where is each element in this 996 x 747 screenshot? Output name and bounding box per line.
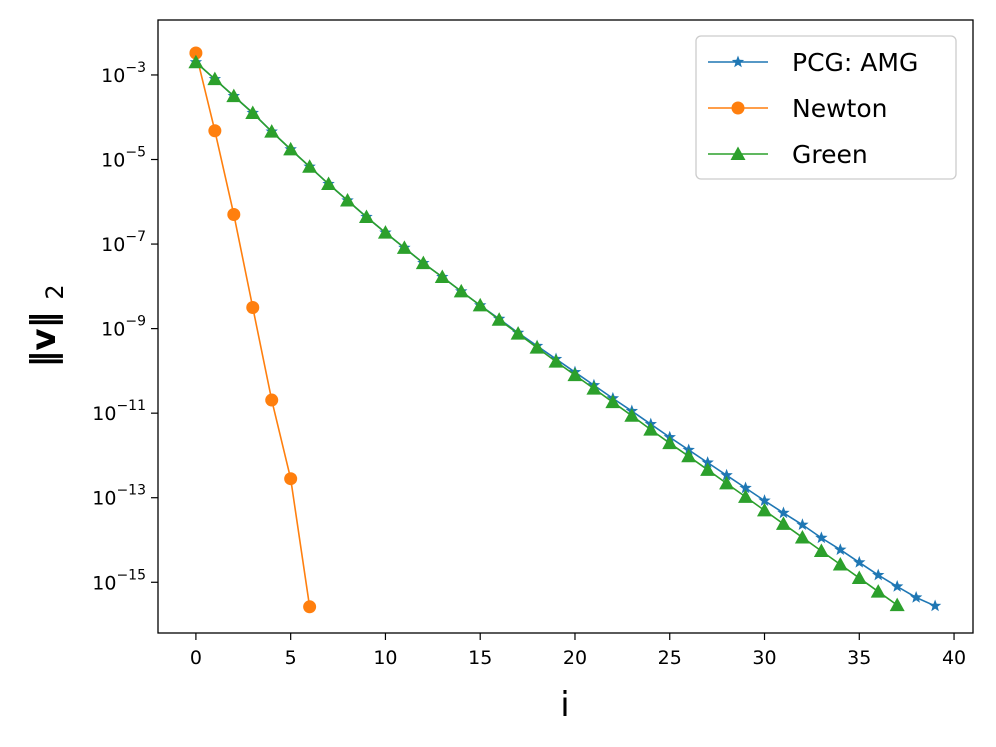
data-point	[283, 141, 299, 156]
data-point	[719, 475, 735, 490]
legend-marker	[731, 55, 745, 68]
data-point	[245, 105, 261, 120]
data-point	[870, 584, 886, 598]
data-point	[377, 225, 393, 239]
data-point	[302, 159, 318, 173]
data-point	[265, 393, 279, 407]
data-point	[853, 555, 866, 568]
y-axis-label: ‖v‖ 2	[24, 284, 69, 367]
plot-frame	[157, 19, 974, 634]
x-axis-ticks: 0 5 10 15 20 25 30 35 40	[190, 633, 966, 669]
y-tick-label: 10−7	[101, 229, 146, 256]
legend-entry: Newton	[708, 94, 887, 123]
y-axis-label-main: ‖v‖	[24, 311, 64, 367]
x-tick-label: 25	[658, 647, 682, 669]
legend-box	[695, 35, 957, 180]
data-point	[720, 468, 733, 481]
data-point	[567, 367, 583, 382]
data-point	[757, 502, 773, 517]
data-point	[796, 518, 809, 531]
y-tick-label: 10−9	[101, 314, 146, 341]
data-point	[340, 193, 356, 207]
data-point	[472, 297, 488, 312]
data-point	[303, 600, 317, 614]
data-point	[207, 71, 223, 86]
data-point	[491, 312, 507, 326]
y-tick-label: 10−11	[92, 398, 146, 425]
data-point	[605, 394, 621, 409]
data-point	[188, 54, 204, 69]
data-point	[529, 340, 545, 354]
y-tick-label: 10−15	[92, 567, 146, 594]
data-point	[586, 381, 602, 395]
legend: PCG: AMG Newton Green	[695, 35, 957, 180]
data-point	[739, 481, 752, 494]
data-point	[813, 543, 829, 557]
data-point	[548, 354, 564, 368]
x-axis-label: i	[560, 685, 569, 725]
legend-entry: PCG: AMG	[708, 48, 918, 77]
data-point	[396, 240, 412, 254]
legend-label: Newton	[792, 94, 887, 123]
x-tick-label: 30	[752, 647, 776, 669]
y-axis-ticks: 10−3 10−5 10−7 10−9 10−11 10−13 10−15	[92, 60, 158, 594]
data-point	[264, 124, 280, 138]
data-point	[284, 472, 298, 486]
x-tick-label: 0	[190, 647, 202, 669]
data-point	[815, 531, 828, 544]
data-point	[227, 207, 241, 221]
legend-entries: PCG: AMG Newton Green	[708, 48, 918, 169]
data-point	[226, 88, 242, 103]
data-point	[872, 568, 885, 581]
x-tick-label: 20	[563, 647, 587, 669]
data-point	[891, 580, 904, 592]
data-point	[832, 557, 848, 571]
x-tick-label: 40	[942, 647, 966, 669]
data-point	[189, 46, 203, 60]
data-point	[928, 599, 942, 612]
data-point	[775, 516, 791, 530]
y-tick-label: 10−3	[101, 60, 146, 87]
x-tick-label: 15	[468, 647, 492, 669]
data-point	[643, 422, 659, 436]
x-tick-label: 10	[373, 647, 397, 669]
data-point	[453, 283, 469, 298]
y-axis-label-subscript: 2	[41, 284, 69, 299]
legend-label: Green	[792, 140, 868, 169]
data-point	[777, 506, 790, 519]
data-point	[662, 435, 678, 450]
data-point	[834, 543, 847, 555]
data-point	[851, 570, 867, 585]
data-point	[681, 448, 697, 463]
data-point	[738, 489, 754, 503]
legend-label: PCG: AMG	[792, 48, 918, 77]
data-point	[909, 590, 923, 603]
series-newton	[189, 46, 317, 614]
data-point	[700, 462, 716, 476]
data-point	[246, 300, 260, 314]
data-point	[794, 529, 810, 544]
data-point	[358, 209, 374, 224]
data-point	[701, 456, 714, 468]
y-tick-label: 10−13	[92, 483, 146, 510]
data-point	[510, 326, 526, 340]
x-tick-label: 35	[847, 647, 871, 669]
data-point	[624, 408, 640, 422]
series-layer	[188, 46, 942, 614]
x-tick-label: 5	[285, 647, 297, 669]
data-point	[434, 269, 450, 284]
data-point	[758, 494, 771, 506]
legend-marker	[730, 146, 746, 160]
legend-marker	[731, 101, 745, 115]
data-point	[889, 597, 905, 612]
data-point	[208, 124, 222, 138]
y-tick-label: 10−5	[101, 145, 146, 172]
series-green	[188, 54, 905, 612]
data-point	[321, 176, 337, 191]
data-point	[415, 255, 431, 270]
legend-entry: Green	[708, 140, 868, 169]
